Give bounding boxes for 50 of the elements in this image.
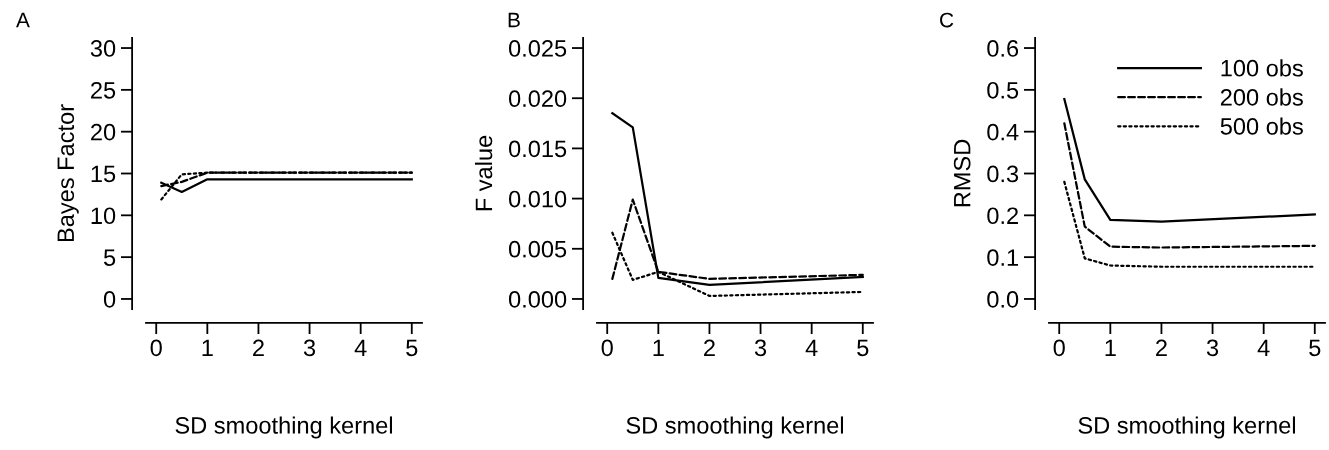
- y-tick-label: 0.3: [987, 165, 1019, 183]
- x-axis-title: SD smoothing kernel: [175, 416, 393, 439]
- x-tick-label: 0: [150, 339, 162, 357]
- x-tick-label: 0: [1053, 339, 1065, 357]
- legend-label: 200 obs: [1220, 88, 1303, 106]
- y-tick-label: 0.025: [508, 40, 567, 57]
- x-axis-title: SD smoothing kernel: [1078, 416, 1296, 439]
- y-tick-label: 0.005: [508, 240, 567, 258]
- y-tick-label: 0.015: [508, 140, 567, 158]
- x-tick-label: 4: [354, 339, 367, 356]
- y-tick-label: 0.5: [987, 81, 1019, 99]
- y-tick-label: 0.000: [508, 291, 567, 308]
- x-tick-label: 3: [754, 339, 767, 357]
- y-tick-label: 0.020: [508, 90, 567, 108]
- x-tick-label: 3: [1206, 339, 1219, 357]
- y-tick-label: 0.0: [987, 291, 1019, 308]
- x-tick-label: 3: [303, 339, 316, 357]
- text: A: [16, 12, 30, 28]
- y-tick-label: 10: [91, 207, 116, 225]
- y-tick-label: 0.010: [508, 190, 567, 208]
- text: B: [508, 12, 520, 28]
- y-tick-label: 0.2: [987, 207, 1018, 225]
- x-tick-label: 4: [1257, 339, 1270, 356]
- x-tick-label: 5: [406, 339, 418, 357]
- y-axis-title: RMSD: [953, 139, 971, 207]
- x-tick-label: 2: [704, 339, 715, 356]
- x-tick-label: 1: [202, 339, 213, 356]
- legend-label: 500 obs: [1220, 117, 1303, 135]
- y-tick-label: 0: [103, 291, 116, 308]
- x-tick-label: 5: [857, 339, 869, 357]
- y-axis-title: F value: [474, 135, 493, 211]
- y-tick-label: 0.1: [987, 249, 1018, 266]
- x-tick-label: 4: [805, 339, 818, 356]
- x-tick-label: 1: [1105, 339, 1116, 356]
- y-tick-label: 0.6: [987, 40, 1019, 57]
- x-tick-label: 5: [1309, 339, 1321, 357]
- y-tick-label: 20: [91, 123, 116, 141]
- y-tick-label: 0.4: [987, 123, 1019, 141]
- y-tick-label: 15: [91, 165, 116, 183]
- legend-label: 100 obs: [1221, 59, 1303, 77]
- y-axis-title: Bayes Factor: [57, 104, 79, 242]
- x-tick-label: 1: [653, 339, 664, 356]
- x-axis-title: SD smoothing kernel: [626, 416, 844, 439]
- x-tick-label: 0: [601, 339, 613, 357]
- x-tick-label: 2: [253, 339, 264, 356]
- text: C: [940, 12, 954, 28]
- y-tick-label: 25: [91, 81, 116, 99]
- y-tick-label: 30: [90, 40, 116, 57]
- x-tick-label: 2: [1156, 339, 1167, 356]
- y-tick-label: 5: [103, 249, 116, 266]
